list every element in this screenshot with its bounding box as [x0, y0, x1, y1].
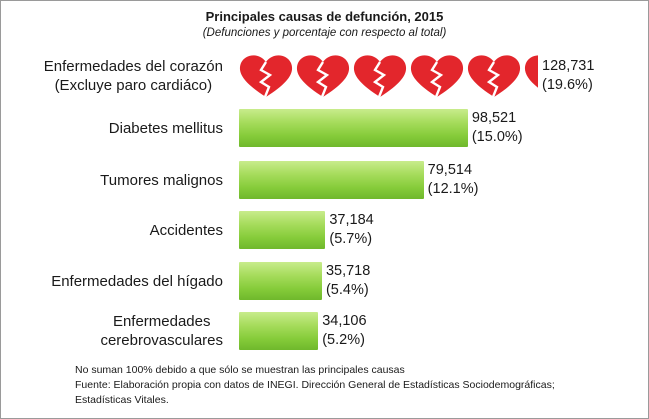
- footnote-line-3: Estadísticas Vitales.: [75, 394, 169, 406]
- chart-title: Principales causas de defunción, 2015: [205, 9, 444, 24]
- value-label: 34,106: [322, 313, 367, 329]
- chart-subtitle: (Defunciones y porcentaje con respecto a…: [202, 27, 447, 39]
- data-label: 35,718 (5.4%): [326, 262, 370, 300]
- value-label: 79,514: [427, 162, 473, 178]
- broken-heart-icon: [410, 55, 464, 98]
- broken-heart-icon: [467, 55, 521, 98]
- category-label: Tumores malignos: [100, 171, 223, 189]
- percent-label: (15.0%): [471, 129, 523, 145]
- category-label: Accidentes: [149, 221, 223, 239]
- percent-label: (5.4%): [325, 282, 369, 298]
- percent-label: (19.6%): [542, 77, 593, 93]
- data-label: 37,184 (5.7%): [329, 211, 373, 249]
- bar: [239, 109, 468, 147]
- footnote-line-1: No suman 100% debido a que sólo se muest…: [75, 364, 405, 376]
- category-label: Enfermedades del hígado: [51, 272, 223, 290]
- category-label: Enfermedades cerebrovasculares: [100, 313, 223, 349]
- data-label: 79,514 (12.1%): [428, 161, 479, 199]
- bar-hearts: [239, 55, 538, 98]
- percent-label: (5.2%): [322, 332, 365, 348]
- data-label: 128,731 (19.6%): [542, 57, 594, 95]
- percent-label: (5.7%): [329, 231, 373, 247]
- bar: [239, 312, 319, 350]
- value-label: 35,718: [325, 263, 371, 279]
- percent-label: (12.1%): [427, 181, 479, 197]
- category-label: Diabetes mellitus: [108, 119, 223, 137]
- value-label: 37,184: [329, 212, 374, 228]
- broken-heart-icon: [353, 55, 407, 98]
- data-label: 98,521 (15.0%): [472, 109, 523, 147]
- footnote-line-2: Fuente: Elaboración propia con datos de …: [75, 379, 555, 391]
- broken-heart-icon: [525, 55, 538, 88]
- data-label: 34,106 (5.2%): [322, 312, 366, 350]
- bar: [239, 262, 322, 300]
- value-label: 98,521: [471, 110, 517, 126]
- value-label: 128,731: [542, 58, 595, 74]
- category-label: Enfermedades del corazón (Excluye paro ca…: [43, 58, 223, 94]
- bar: [239, 161, 424, 199]
- footnote: No suman 100% debido a que sólo se muest…: [75, 363, 555, 408]
- bar: [239, 211, 326, 249]
- broken-heart-icon: [239, 55, 293, 98]
- broken-heart-icon: [296, 55, 350, 98]
